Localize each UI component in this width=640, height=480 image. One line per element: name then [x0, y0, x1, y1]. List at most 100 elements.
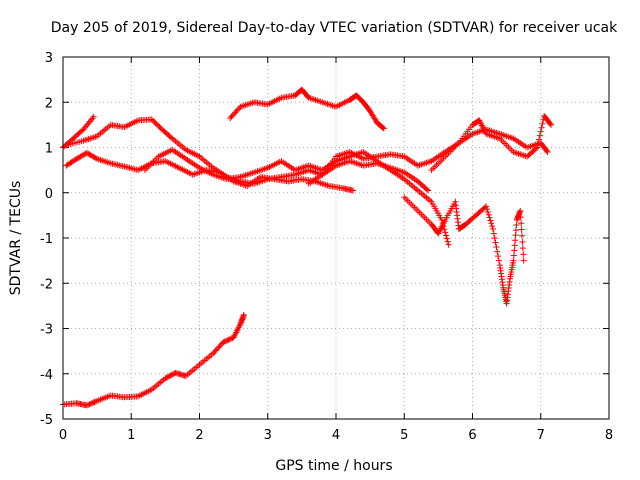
data-point	[536, 132, 543, 139]
data-point	[231, 110, 238, 117]
data-point	[81, 151, 88, 158]
data-point	[80, 152, 87, 159]
data-point	[76, 154, 83, 161]
data-point	[518, 226, 525, 233]
data-point	[517, 214, 524, 221]
data-point	[547, 121, 554, 128]
data-point	[224, 337, 231, 344]
data-point	[89, 152, 96, 159]
x-tick-label: 3	[264, 428, 272, 443]
data-point	[79, 127, 86, 134]
data-point	[83, 149, 90, 156]
data-point	[442, 229, 449, 236]
data-point	[493, 244, 500, 251]
data-point	[491, 235, 498, 241]
data-point	[517, 207, 524, 214]
data-point	[441, 226, 448, 233]
y-tick-label: 0	[45, 187, 53, 202]
data-point	[520, 257, 527, 264]
data-point	[513, 221, 520, 228]
data-point	[74, 155, 81, 162]
data-point	[494, 248, 501, 255]
data-point	[543, 147, 550, 154]
data-point	[78, 152, 85, 159]
x-tick-label: 8	[605, 428, 613, 443]
data-point	[518, 232, 525, 239]
data-point	[240, 311, 247, 318]
data-point	[220, 339, 227, 346]
data-point	[495, 253, 502, 260]
data-point	[547, 120, 554, 127]
data-point	[92, 398, 99, 405]
data-point	[533, 145, 540, 152]
x-tick-label: 1	[127, 428, 135, 443]
data-point	[233, 108, 240, 115]
data-point	[225, 336, 232, 343]
axis-ticks: 0 1 2 3 4 5 6 7 8 -5 -4 -3 -2 -1 0 1 2 3	[40, 51, 613, 443]
data-point	[163, 374, 170, 381]
data-point	[73, 155, 80, 162]
data-point	[350, 187, 357, 194]
x-tick-label: 7	[537, 428, 545, 443]
data-point	[164, 373, 171, 380]
data-point	[425, 187, 432, 194]
data-point	[534, 144, 541, 151]
series-7	[401, 194, 527, 307]
data-point	[222, 337, 229, 344]
x-tick-label: 2	[195, 428, 203, 443]
y-tick-label: -4	[40, 368, 53, 383]
data-point	[215, 344, 222, 351]
data-point	[212, 347, 219, 354]
data-point	[443, 235, 450, 242]
data-point	[228, 113, 235, 120]
data-point	[90, 153, 97, 160]
data-point	[511, 247, 518, 254]
data-point	[510, 257, 517, 264]
data-point	[495, 257, 502, 264]
data-point	[443, 232, 450, 239]
data-point	[170, 371, 177, 378]
y-axis-label: SDTVAR / TECUs	[8, 181, 24, 296]
data-point	[379, 124, 386, 131]
data-point	[227, 115, 234, 122]
data-point	[511, 242, 518, 249]
data-point	[483, 203, 490, 210]
y-tick-label: -2	[40, 277, 53, 292]
data-point	[510, 252, 517, 259]
data-point	[167, 372, 174, 379]
data-point	[536, 136, 543, 143]
series-8	[428, 112, 554, 174]
data-point	[167, 134, 174, 141]
data-point	[168, 371, 175, 378]
data-point	[492, 239, 499, 246]
data-point	[445, 241, 452, 248]
data-point	[90, 399, 97, 406]
data-point	[166, 373, 173, 380]
series-4	[141, 146, 452, 248]
data-point	[512, 232, 519, 239]
x-axis-label: GPS time / hours	[275, 458, 392, 474]
data-point	[89, 400, 96, 407]
data-point	[213, 346, 220, 353]
data-point	[519, 238, 526, 245]
data-point	[544, 149, 551, 156]
series-0	[60, 311, 247, 409]
x-tick-label: 0	[59, 428, 67, 443]
data-point	[489, 225, 496, 232]
data-point	[538, 124, 545, 131]
data-point	[85, 401, 92, 408]
y-tick-label: -3	[40, 323, 53, 338]
data-point	[535, 140, 542, 147]
data-point	[486, 214, 493, 221]
data-point	[87, 400, 94, 407]
data-points	[60, 86, 554, 409]
data-point	[484, 208, 491, 215]
data-point	[87, 152, 94, 159]
data-point	[210, 350, 217, 357]
series-5	[227, 86, 387, 132]
data-point	[162, 375, 169, 382]
data-point	[83, 402, 90, 409]
data-point	[490, 230, 497, 237]
data-point	[484, 206, 491, 213]
